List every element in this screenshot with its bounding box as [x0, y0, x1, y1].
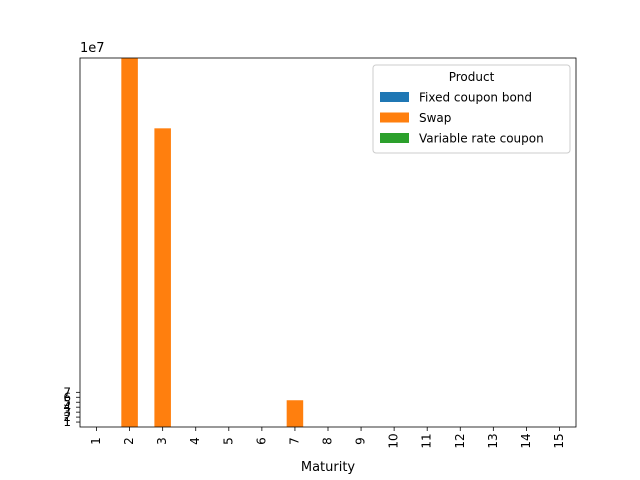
legend-frame — [372, 64, 571, 154]
x-tick-label: 15 — [552, 433, 566, 448]
y-tick-label: 4 — [63, 400, 71, 414]
x-tick-label: 2 — [122, 437, 136, 445]
x-tick-label: 4 — [188, 437, 202, 445]
bars-layer — [121, 58, 304, 427]
legend-title: Product — [449, 70, 495, 84]
legend-entry-label: Swap — [419, 111, 451, 125]
y-tick-label: 6 — [63, 390, 71, 404]
legend-swatch — [380, 112, 409, 123]
bar-swap-3 — [154, 128, 171, 427]
x-tick-label: 12 — [453, 433, 467, 448]
legend: Product Fixed coupon bond Swap Variable ra… — [372, 64, 571, 154]
x-axis-ticks: 1 2 3 4 5 6 7 8 9 10 11 12 13 14 15 — [89, 427, 566, 449]
x-tick-label: 8 — [321, 437, 335, 445]
legend-swatch — [380, 92, 409, 102]
legend-items: Fixed coupon bond Swap Variable rate coupo… — [380, 91, 544, 146]
legend-entry-label: Fixed coupon bond — [419, 91, 532, 105]
x-tick-label: 9 — [354, 437, 368, 445]
y-offset-label: 1e7 — [80, 41, 105, 56]
y-tick-label: 7 — [63, 385, 71, 399]
x-tick-label: 13 — [486, 433, 500, 448]
y-tick-label: 5 — [63, 395, 71, 409]
bar-swap-7 — [286, 400, 304, 427]
x-tick-label: 1 — [89, 437, 103, 445]
x-tick-label: 10 — [387, 433, 401, 448]
y-tick-label: 1 — [63, 415, 71, 429]
x-tick-label: 7 — [287, 437, 301, 445]
bar-swap-2 — [121, 58, 138, 427]
x-tick-label: 14 — [519, 433, 533, 448]
legend-swatch — [380, 133, 409, 143]
x-axis-label: Maturity — [301, 460, 356, 475]
x-tick-label: 3 — [155, 437, 169, 445]
x-tick-label: 6 — [254, 437, 268, 445]
legend-entry-label: Variable rate coupon — [419, 132, 544, 146]
y-tick-label: 3 — [63, 405, 71, 419]
plot-frame — [79, 57, 577, 428]
y-tick-label: 2 — [63, 410, 71, 424]
x-tick-label: 5 — [221, 437, 235, 445]
x-tick-label: 11 — [420, 433, 434, 448]
